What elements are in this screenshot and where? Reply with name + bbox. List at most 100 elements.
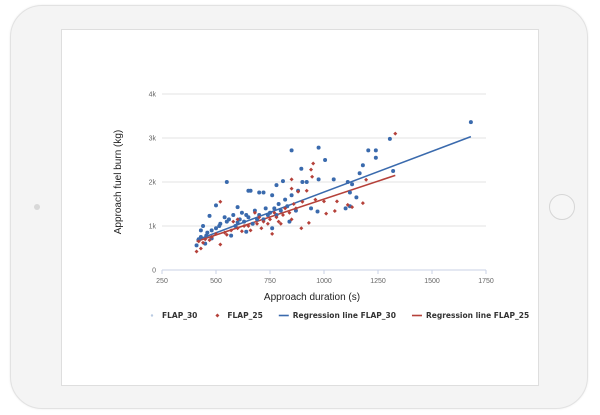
- home-button[interactable]: [549, 194, 575, 220]
- data-point: [205, 230, 210, 235]
- data-point: [231, 219, 236, 224]
- data-point: [313, 197, 318, 202]
- data-point: [209, 228, 214, 233]
- y-tick-label: 2k: [149, 180, 157, 187]
- data-point: [316, 145, 321, 150]
- data-point: [257, 213, 262, 217]
- data-point: [304, 188, 309, 193]
- legend: FLAP_30 FLAP_25 Regression line FLAP_30 Reg…: [150, 311, 529, 320]
- legend-label: Regression line FLAP_30: [293, 311, 396, 320]
- data-point: [468, 120, 473, 125]
- data-point: [194, 243, 199, 248]
- data-point: [265, 221, 270, 226]
- data-point: [270, 231, 275, 236]
- data-point: [261, 190, 266, 195]
- data-point: [343, 206, 348, 211]
- legend-label: FLAP_30: [162, 311, 197, 320]
- data-point: [196, 239, 201, 244]
- x-tick-label: 250: [156, 278, 168, 285]
- data-point: [373, 155, 378, 160]
- data-point: [246, 224, 251, 228]
- data-point: [360, 163, 365, 168]
- data-point: [198, 235, 203, 239]
- data-point: [278, 221, 283, 226]
- data-point: [244, 213, 249, 217]
- data-point: [201, 224, 206, 228]
- data-point: [357, 171, 362, 176]
- data-point: [280, 179, 285, 184]
- data-point: [259, 226, 264, 231]
- data-point: [287, 219, 292, 224]
- data-point: [218, 242, 223, 247]
- data-point: [299, 166, 304, 171]
- data-point: [207, 238, 212, 243]
- data-point: [331, 177, 336, 182]
- data-point: [261, 219, 266, 224]
- regression-line: [196, 135, 472, 241]
- data-point: [226, 217, 231, 222]
- data-point: [287, 210, 292, 215]
- data-point: [347, 190, 352, 195]
- y-tick-label: 4k: [149, 92, 157, 99]
- data-point: [198, 246, 203, 251]
- data-point: [289, 217, 294, 222]
- data-point: [222, 230, 227, 235]
- data-point: [214, 203, 218, 208]
- data-point: [345, 180, 350, 184]
- data-point: [231, 213, 236, 217]
- data-point: [235, 226, 240, 231]
- x-tick-label: 1500: [424, 278, 440, 285]
- data-point: [263, 206, 268, 211]
- data-point: [252, 210, 257, 215]
- data-point: [283, 197, 288, 202]
- data-point: [224, 232, 229, 237]
- data-point: [274, 213, 279, 217]
- data-point: [239, 210, 244, 215]
- data-point: [366, 148, 371, 153]
- legend-label: Regression line FLAP_25: [426, 311, 529, 320]
- data-point: [350, 182, 355, 187]
- data-point: [229, 228, 234, 233]
- x-tick-label: 1000: [316, 278, 332, 285]
- data-point: [306, 220, 311, 225]
- x-tick-label: 750: [264, 278, 276, 285]
- data-point: [360, 201, 365, 206]
- data-point: [244, 229, 249, 234]
- data-point: [242, 219, 247, 224]
- data-point: [237, 217, 242, 222]
- data-point: [315, 209, 320, 214]
- data-point: [300, 180, 305, 184]
- data-point: [229, 233, 234, 238]
- data-point: [252, 208, 257, 213]
- data-point: [214, 226, 218, 231]
- data-point: [255, 221, 260, 226]
- data-point: [289, 193, 294, 198]
- camera-icon: [34, 204, 40, 210]
- data-point: [218, 199, 223, 204]
- data-point: [209, 235, 214, 239]
- data-point: [285, 204, 290, 209]
- data-point: [276, 202, 281, 206]
- data-point: [291, 202, 296, 206]
- data-point: [224, 180, 229, 184]
- data-point: [274, 215, 279, 220]
- data-point: [309, 167, 314, 172]
- data-point: [203, 237, 208, 242]
- data-point: [289, 148, 294, 153]
- data-point: [364, 177, 369, 182]
- data-point: [272, 206, 277, 211]
- data-point: [276, 219, 281, 224]
- data-point: [316, 177, 321, 182]
- data-point: [334, 199, 339, 204]
- data-point: [345, 202, 350, 207]
- data-point: [261, 217, 266, 222]
- data-point: [323, 158, 328, 162]
- legend-marker: [150, 314, 154, 317]
- data-point: [300, 199, 305, 204]
- data-point: [289, 186, 294, 191]
- data-point: [257, 215, 262, 220]
- y-tick-label: 1k: [149, 224, 157, 231]
- data-point: [393, 131, 398, 136]
- data-point: [235, 217, 240, 222]
